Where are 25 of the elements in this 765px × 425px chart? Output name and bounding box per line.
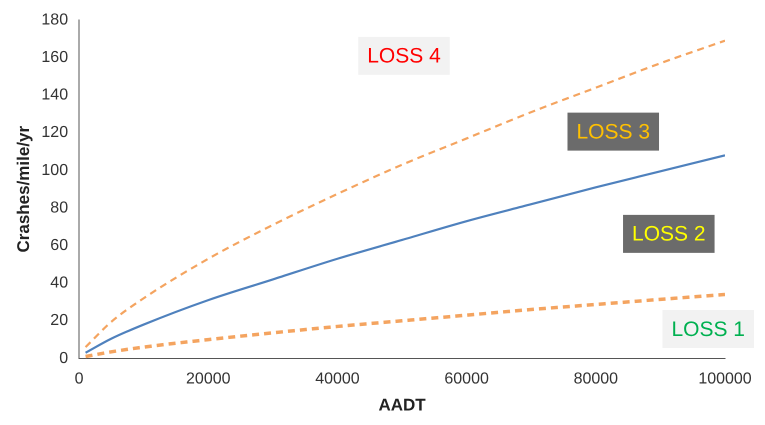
y-tick-label: 0 xyxy=(59,350,68,367)
x-tick-label: 0 xyxy=(74,370,84,388)
line-series xyxy=(84,40,725,348)
y-tick-label: 20 xyxy=(50,312,68,330)
line-series xyxy=(84,292,725,358)
y-tick-label: 140 xyxy=(41,86,68,104)
x-tick-label: 80000 xyxy=(574,370,618,388)
y-tick-label: 120 xyxy=(41,124,68,142)
y-tick-label: 180 xyxy=(41,11,68,28)
x-axis-title: AADT xyxy=(378,395,426,414)
annotation: LOSS 1 xyxy=(671,318,745,341)
x-tick-label: 20000 xyxy=(186,370,231,388)
y-axis-title: Crashes/mile/yr xyxy=(14,126,33,253)
y-tick-label: 160 xyxy=(41,49,68,66)
x-tick-label: 60000 xyxy=(444,370,489,388)
annotation: LOSS 4 xyxy=(367,44,442,68)
annotation: LOSS 3 xyxy=(576,120,650,144)
y-tick-label: 40 xyxy=(50,274,68,292)
line-series xyxy=(84,154,725,354)
y-tick-label: 100 xyxy=(41,162,68,179)
y-tick-label: 80 xyxy=(50,199,68,216)
x-tick-label: 100000 xyxy=(698,370,752,388)
y-tick-label: 60 xyxy=(50,237,68,254)
annotation: LOSS 2 xyxy=(632,222,706,246)
x-tick-label: 40000 xyxy=(315,370,360,388)
